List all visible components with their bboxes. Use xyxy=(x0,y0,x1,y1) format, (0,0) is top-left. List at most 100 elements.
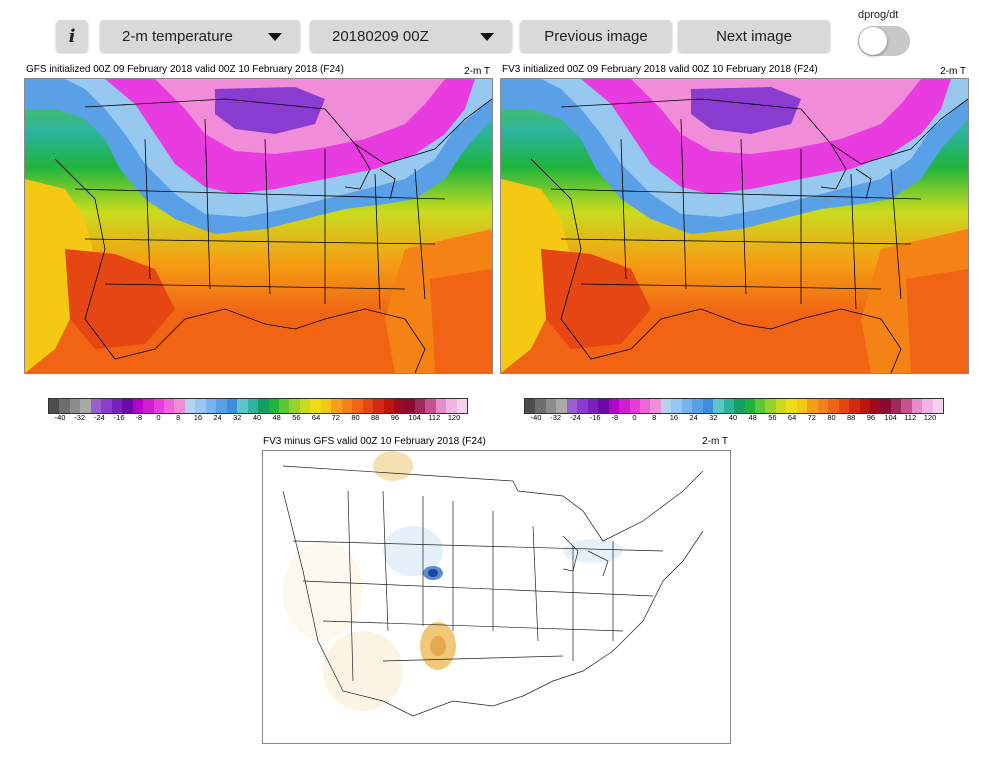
colorbar-swatch xyxy=(341,399,353,413)
colorbar-swatch xyxy=(362,399,374,413)
gfs-map-graphic xyxy=(25,79,492,373)
dprog-dt-toggle[interactable] xyxy=(858,26,910,56)
colorbar-tick-label: 96 xyxy=(866,413,876,422)
colorbar-swatch xyxy=(352,399,363,413)
colorbar-tick-label: 56 xyxy=(768,413,777,422)
colorbar-swatch xyxy=(545,399,557,413)
colorbar-tick-label: 112 xyxy=(428,413,441,422)
colorbar-swatch xyxy=(702,399,714,413)
colorbar-tick-label: 40 xyxy=(728,413,738,422)
colorbar-swatch xyxy=(556,399,567,413)
colorbar-swatch xyxy=(525,399,536,413)
colorbar-swatch xyxy=(216,399,227,413)
colorbar-swatch xyxy=(456,399,468,413)
colorbar-tick-label: 48 xyxy=(272,413,281,422)
colorbar-swatch xyxy=(247,399,259,413)
colorbar-swatch xyxy=(132,399,144,413)
colorbar-swatch xyxy=(143,399,154,413)
colorbar-swatch xyxy=(587,399,599,413)
colorbar-tick-label: 0 xyxy=(156,413,161,422)
colorbar-tick-label: 32 xyxy=(709,413,718,422)
colorbar-swatch xyxy=(101,399,112,413)
colorbar-swatch xyxy=(566,399,578,413)
cycle-select[interactable]: 20180209 00Z xyxy=(310,20,512,52)
gfs-panel-title: GFS initialized 00Z 09 February 2018 val… xyxy=(26,64,344,75)
colorbar-tick-label: 104 xyxy=(408,413,421,422)
fv3-panel-variable: 2-m T xyxy=(940,66,966,77)
colorbar-swatch xyxy=(911,399,923,413)
colorbar-swatch xyxy=(59,399,70,413)
fv3-temperature-map xyxy=(500,78,969,374)
colorbar-swatch xyxy=(299,399,311,413)
info-button[interactable]: i xyxy=(56,20,88,52)
field-select[interactable]: 2-m temperature xyxy=(100,20,300,52)
fv3-colorbar xyxy=(524,398,944,414)
cycle-select-value: 20180209 00Z xyxy=(332,27,429,45)
colorbar-tick-label: 120 xyxy=(447,413,461,422)
colorbar-swatch xyxy=(713,399,724,413)
colorbar-tick-label: 120 xyxy=(923,413,937,422)
colorbar-swatch xyxy=(331,399,342,413)
colorbar-swatch xyxy=(869,399,881,413)
colorbar-swatch xyxy=(425,399,436,413)
colorbar-swatch xyxy=(922,399,933,413)
colorbar-swatch xyxy=(796,399,808,413)
colorbar-swatch xyxy=(723,399,735,413)
field-select-value: 2-m temperature xyxy=(122,27,233,45)
colorbar-swatch xyxy=(901,399,912,413)
colorbar-swatch xyxy=(775,399,787,413)
colorbar-tick-label: -16 xyxy=(589,413,601,422)
colorbar-tick-label: -32 xyxy=(74,413,86,422)
colorbar-swatch xyxy=(184,399,196,413)
colorbar-swatch xyxy=(289,399,300,413)
colorbar-swatch xyxy=(320,399,332,413)
colorbar-swatch xyxy=(435,399,447,413)
colorbar-tick-label: -16 xyxy=(113,413,125,422)
gfs-colorbar-ticks: -40 -32 -24 -16 -8 0 8 16 24 32 40 48 56 64 72 80 88 96 10… xyxy=(48,413,466,425)
colorbar-tick-label: 24 xyxy=(213,413,222,422)
colorbar-swatch xyxy=(174,399,185,413)
difference-map xyxy=(262,450,731,744)
colorbar-tick-label: -40 xyxy=(530,413,542,422)
colorbar-tick-label: 24 xyxy=(689,413,698,422)
colorbar-swatch xyxy=(258,399,269,413)
colorbar-tick-label: -8 xyxy=(135,413,143,422)
colorbar-tick-label: -8 xyxy=(611,413,619,422)
next-image-button[interactable]: Next image xyxy=(678,20,830,52)
colorbar-swatch xyxy=(69,399,81,413)
colorbar-swatch xyxy=(393,399,405,413)
gfs-panel-variable: 2-m T xyxy=(464,66,490,77)
colorbar-tick-label: 72 xyxy=(331,413,340,422)
colorbar-tick-label: -40 xyxy=(54,413,66,422)
colorbar-swatch xyxy=(734,399,745,413)
colorbar-tick-label: -24 xyxy=(93,413,105,422)
colorbar-swatch xyxy=(111,399,123,413)
colorbar-swatch xyxy=(828,399,839,413)
colorbar-swatch xyxy=(80,399,91,413)
colorbar-swatch xyxy=(598,399,609,413)
colorbar-swatch xyxy=(310,399,321,413)
colorbar-swatch xyxy=(446,399,457,413)
colorbar-swatch xyxy=(414,399,426,413)
colorbar-swatch xyxy=(932,399,944,413)
colorbar-tick-label: 80 xyxy=(827,413,836,422)
colorbar-swatch xyxy=(535,399,546,413)
colorbar-swatch xyxy=(754,399,766,413)
colorbar-tick-label: 8 xyxy=(652,413,657,422)
dprog-dt-label: dprog/dt xyxy=(858,9,899,21)
colorbar-tick-label: 88 xyxy=(371,413,380,422)
colorbar-swatch xyxy=(786,399,797,413)
colorbar-tick-label: 16 xyxy=(669,413,679,422)
colorbar-swatch xyxy=(629,399,640,413)
colorbar-swatch xyxy=(744,399,755,413)
colorbar-swatch xyxy=(226,399,238,413)
gfs-colorbar xyxy=(48,398,468,414)
previous-image-button[interactable]: Previous image xyxy=(520,20,672,52)
colorbar-swatch xyxy=(153,399,164,413)
chevron-down-icon xyxy=(268,33,282,41)
colorbar-swatch xyxy=(608,399,620,413)
colorbar-tick-label: 8 xyxy=(176,413,181,422)
colorbar-tick-label: 16 xyxy=(193,413,203,422)
colorbar-swatch xyxy=(807,399,818,413)
colorbar-swatch xyxy=(671,399,682,413)
